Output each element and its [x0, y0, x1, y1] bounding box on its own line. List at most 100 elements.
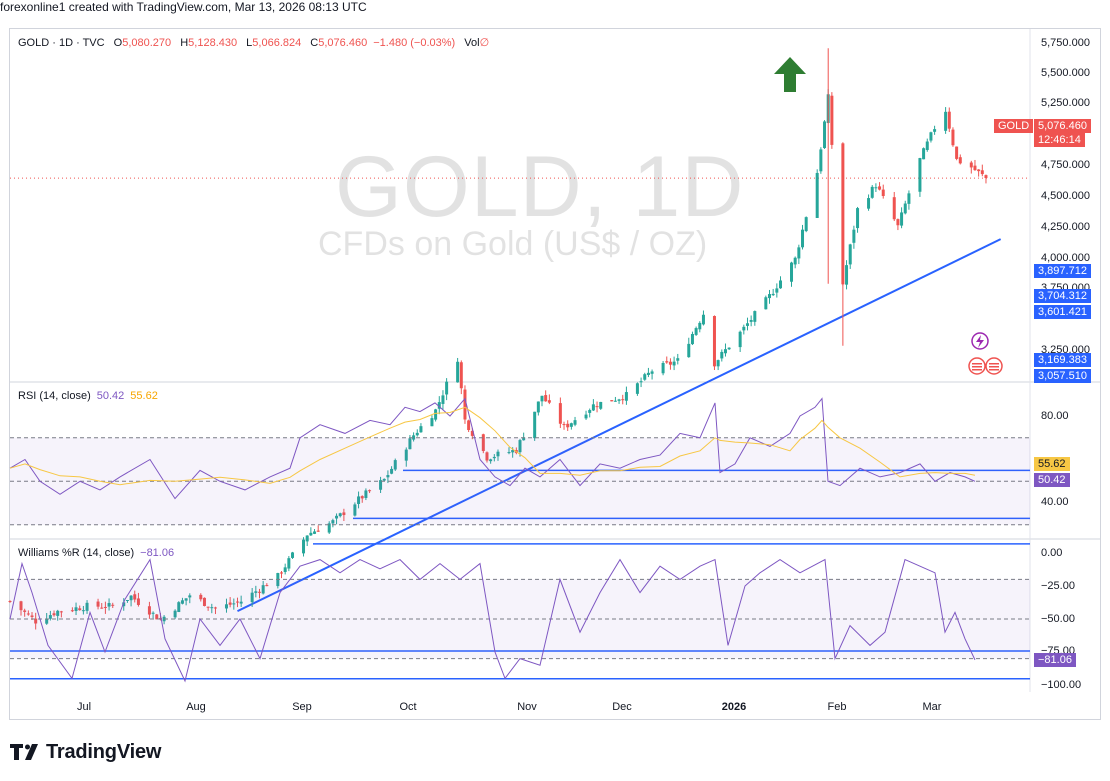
candle-body [151, 612, 155, 614]
candle-body [331, 520, 335, 524]
price-tick: 5,250.000 [1041, 97, 1090, 109]
candle-body [624, 392, 628, 401]
candle-body [239, 601, 243, 604]
candle-body [492, 456, 496, 459]
candle-body [188, 595, 192, 598]
candle-body [903, 203, 907, 214]
wr-value: −81.06 [140, 547, 175, 559]
candle-body [764, 297, 768, 310]
rsi-ma-tag: 55.62 [1034, 457, 1070, 471]
candle-body [177, 602, 181, 613]
candle-body [701, 314, 705, 325]
candle-body [70, 610, 74, 612]
candle-body [85, 602, 89, 611]
candle-body [668, 361, 672, 365]
x-tick-oct: Oct [399, 701, 417, 713]
lightning-glyph [976, 335, 984, 348]
price-tick: 4,750.000 [1041, 159, 1090, 171]
candle-body [672, 361, 676, 366]
legend-vol-label: Vol [464, 37, 480, 49]
candle-body [364, 490, 368, 498]
candle-body [129, 595, 133, 601]
wr-tick: 0.00 [1041, 547, 1063, 559]
x-tick-nov: Nov [517, 701, 537, 713]
up-arrow-icon [774, 57, 806, 92]
candle-body [111, 604, 115, 606]
candle-body [335, 515, 339, 519]
candle-body [103, 606, 107, 608]
candle-body [489, 459, 493, 462]
flag-stripe [989, 369, 999, 371]
candle-body [382, 478, 386, 481]
rsi-ma-line [9, 406, 976, 486]
wr-tick: −25.00 [1041, 580, 1075, 592]
candle-body [947, 111, 951, 129]
candle-body [74, 607, 78, 611]
legend-symbol: GOLD · 1D · TVC [18, 37, 105, 49]
price-tick: 4,500.000 [1041, 190, 1090, 202]
candle-body [536, 401, 540, 413]
candle-body [467, 420, 471, 431]
candle-body [48, 615, 52, 619]
candle-body [470, 430, 474, 436]
candle-body [779, 280, 783, 289]
candle-body [687, 343, 691, 358]
candle-body [507, 452, 511, 454]
last-price-tag: 5,076.460 [1034, 119, 1091, 133]
candle-body [881, 189, 885, 197]
candle-body [23, 610, 27, 612]
candle-body [665, 361, 669, 363]
candle-body [280, 572, 284, 574]
wr-tag: −81.06 [1034, 653, 1076, 667]
wr-line [9, 558, 976, 683]
candle-body [595, 406, 599, 408]
candle-body [569, 423, 573, 427]
candle-body [870, 186, 874, 198]
candle-body [287, 558, 291, 569]
candle-body [980, 170, 984, 175]
x-tick-mar: Mar [922, 701, 942, 713]
candle-body [698, 322, 702, 330]
rsi-line [9, 397, 976, 500]
candle-body [823, 121, 827, 149]
tradingview-logo[interactable]: TradingView [10, 741, 161, 763]
tradingview-logo-icon [10, 744, 38, 760]
symbol-tag: GOLD [994, 119, 1034, 133]
chart-frame [9, 28, 1101, 720]
candle-body [845, 265, 849, 285]
wr-tick: −50.00 [1041, 613, 1075, 625]
candle-body [944, 111, 948, 131]
candle-body [584, 414, 588, 419]
candle-body [155, 614, 159, 620]
candle-body [694, 328, 698, 335]
candle-body [81, 610, 85, 612]
candle-body [544, 395, 548, 402]
level-tag: 3,704.312 [1034, 289, 1091, 303]
candle-body [749, 319, 753, 322]
candle-body [313, 531, 317, 534]
candle-body [34, 618, 38, 624]
candle-body [723, 349, 727, 354]
candle-body [639, 381, 643, 383]
candle-body [878, 186, 882, 190]
candle-body [676, 358, 680, 361]
candle-body [283, 567, 287, 573]
candle-body [815, 172, 819, 218]
candle-body [107, 603, 111, 607]
candle-body [210, 607, 214, 609]
wr-tick: −100.00 [1041, 679, 1082, 691]
candle-body [235, 601, 239, 603]
candle-body [573, 420, 577, 425]
candle-body [955, 146, 959, 159]
candle-body [977, 169, 981, 172]
candle-body [591, 404, 595, 411]
candle-body [720, 351, 724, 359]
ohlc-legend: GOLD · 1D · TVC O5,080.270 H5,128.430 L5… [18, 36, 489, 49]
candle-body [562, 424, 566, 426]
candle-body [984, 175, 988, 178]
candle-body [19, 601, 23, 611]
candle-body [874, 187, 878, 189]
candle-body [206, 606, 210, 608]
candle-body [309, 532, 313, 536]
legend-high: 5,128.430 [188, 37, 238, 49]
